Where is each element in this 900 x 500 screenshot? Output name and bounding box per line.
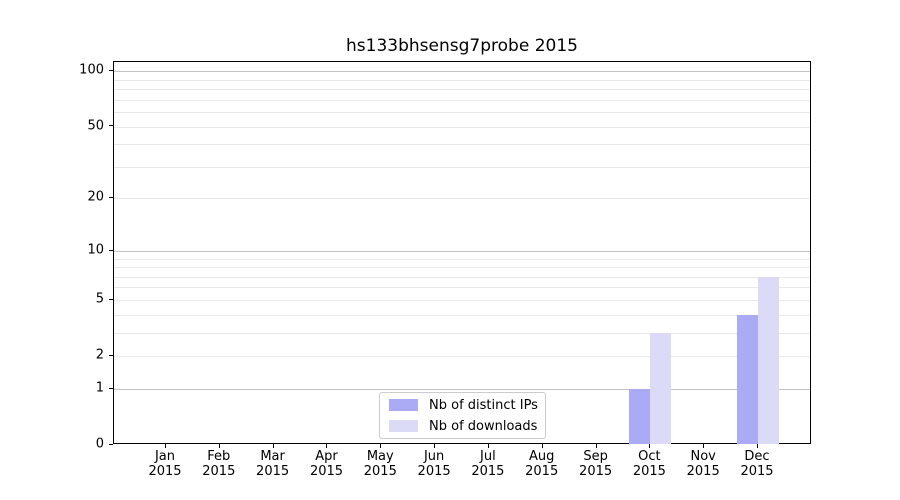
x-tick-jun — [434, 444, 435, 448]
gridline-y-2 — [114, 356, 810, 357]
y-tick-label-20: 20 — [87, 189, 104, 205]
x-tick-apr — [326, 444, 327, 448]
gridline-y-9 — [114, 258, 810, 260]
x-tick-label-oct: Oct 2015 — [632, 449, 666, 479]
legend-label-distinct-ips: Nb of distinct IPs — [429, 397, 538, 413]
legend-label-downloads: Nb of downloads — [429, 418, 538, 434]
x-tick-label-sep: Sep 2015 — [579, 449, 613, 479]
y-tick-100 — [109, 70, 113, 71]
gridline-y-80 — [114, 89, 810, 90]
y-tick-label-50: 50 — [87, 118, 104, 133]
x-tick-label-dec: Dec 2015 — [740, 449, 774, 479]
x-tick-label-nov: Nov 2015 — [686, 449, 720, 479]
gridline-y-50 — [114, 126, 810, 128]
gridline-y-100 — [114, 71, 810, 73]
x-tick-label-jan: Jan 2015 — [148, 449, 182, 479]
y-tick-label-100: 100 — [79, 62, 104, 78]
chart-title: hs133bhsensg7probe 2015 — [346, 36, 578, 56]
gridline-y-90 — [114, 79, 810, 81]
bar-oct-downloads — [650, 332, 672, 444]
x-tick-jan — [165, 444, 166, 448]
y-tick-2 — [109, 355, 113, 356]
gridline-y-6 — [114, 287, 810, 289]
x-tick-nov — [703, 444, 704, 448]
legend-item-distinct-ips: Nb of distinct IPs — [389, 397, 538, 413]
legend-swatch-distinct-ips — [389, 399, 418, 411]
gridline-y-10 — [114, 250, 810, 252]
x-tick-mar — [273, 444, 274, 448]
plot-area: Nb of distinct IPs Nb of downloads — [113, 61, 811, 444]
x-tick-may — [380, 444, 381, 448]
gridline-y-1 — [114, 388, 810, 390]
legend-swatch-downloads — [389, 420, 418, 432]
legend-item-downloads: Nb of downloads — [389, 418, 538, 434]
x-tick-aug — [542, 444, 543, 448]
x-tick-label-jul: Jul 2015 — [471, 449, 505, 479]
x-tick-label-may: May 2015 — [363, 449, 397, 479]
y-tick-5 — [109, 299, 113, 300]
gridline-y-5 — [114, 299, 810, 301]
x-tick-label-jun: Jun 2015 — [417, 449, 451, 479]
y-tick-0 — [109, 444, 113, 445]
y-tick-label-2: 2 — [95, 347, 104, 363]
y-tick-label-1: 1 — [95, 380, 104, 396]
legend: Nb of distinct IPs Nb of downloads — [379, 392, 546, 439]
y-tick-label-10: 10 — [87, 242, 104, 258]
x-tick-label-feb: Feb 2015 — [202, 449, 236, 479]
bar-dec-downloads — [758, 276, 779, 444]
x-tick-dec — [757, 444, 758, 448]
bar-dec-distinct-ips — [737, 314, 758, 444]
y-tick-label-5: 5 — [95, 291, 104, 307]
y-tick-1 — [109, 388, 113, 389]
x-tick-oct — [649, 444, 650, 448]
gridline-y-4 — [114, 314, 810, 316]
gridline-y-7 — [114, 276, 810, 278]
y-tick-20 — [109, 197, 113, 198]
gridline-y-8 — [114, 267, 810, 268]
x-tick-label-apr: Apr 2015 — [309, 449, 344, 479]
gridline-y-20 — [114, 198, 810, 200]
gridline-y-40 — [114, 144, 810, 146]
y-tick-50 — [109, 125, 113, 126]
y-tick-10 — [109, 250, 113, 251]
x-tick-feb — [219, 444, 220, 448]
gridline-y-60 — [114, 111, 810, 113]
x-tick-sep — [596, 444, 597, 448]
gridline-y-70 — [114, 99, 810, 101]
gridline-y-30 — [114, 166, 810, 168]
y-tick-label-0: 0 — [95, 436, 104, 452]
gridline-y-3 — [114, 332, 810, 334]
x-tick-label-mar: Mar 2015 — [256, 449, 290, 479]
x-tick-label-aug: Aug 2015 — [525, 449, 559, 479]
bar-oct-distinct-ips — [629, 388, 651, 444]
x-tick-jul — [488, 444, 489, 448]
